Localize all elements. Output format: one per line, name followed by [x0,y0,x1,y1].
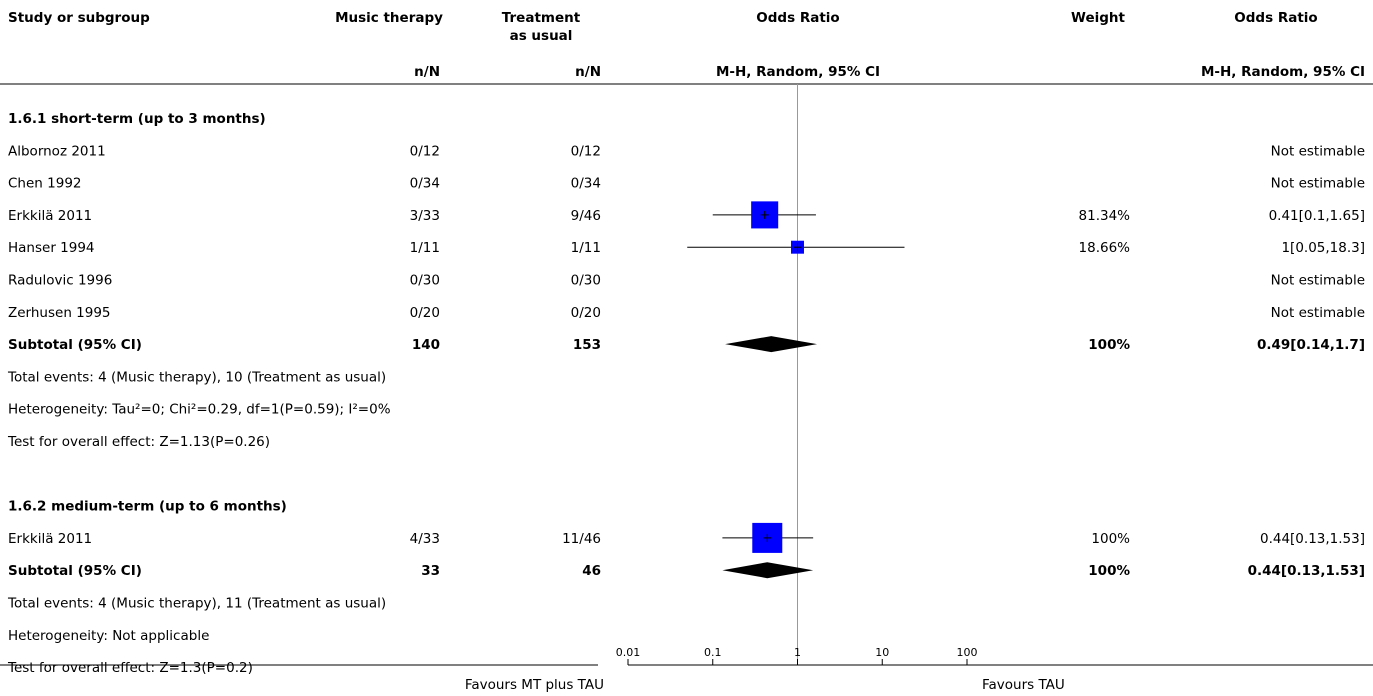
ci-value: 0.49[0.14,1.7] [1257,337,1365,353]
header-odds-ratio-right: Odds Ratio [1234,10,1317,26]
ci-value: 1[0.05,18.3] [1281,240,1365,256]
ctrl-events: 1/11 [571,240,601,256]
axis-tick-label: 0.1 [704,646,722,659]
study-label: Zerhusen 1995 [8,305,111,321]
note-text: Heterogeneity: Not applicable [8,628,209,644]
study-label: Erkkilä 2011 [8,208,92,224]
group-label: 1.6.1 short-term (up to 3 months) [8,111,266,127]
header-music-therapy: Music therapy [335,10,443,26]
header-weight: Weight [1071,10,1125,26]
weight-value: 100% [1088,337,1130,353]
ci-value: Not estimable [1271,176,1365,192]
study-label: Hanser 1994 [8,240,95,256]
note-text: Heterogeneity: Tau²=0; Chi²=0.29, df=1(P… [8,402,391,418]
study-label: Erkkilä 2011 [8,531,92,547]
favours-right-label: Favours TAU [982,677,1065,693]
exp-events: 0/30 [410,273,440,289]
header-or-method: M-H, Random, 95% CI [716,64,880,80]
group-label: 1.6.2 medium-term (up to 6 months) [8,499,287,515]
ctrl-events: 0/12 [571,143,601,159]
exp-events: 3/33 [410,208,440,224]
marks-layer [687,201,905,579]
weight-value: 81.34% [1079,208,1131,224]
ctrl-events: 0/20 [571,305,601,321]
ctrl-events: 0/30 [571,273,601,289]
ci-value: 0.41[0.1,1.65] [1269,208,1365,224]
axis-tick-label: 10 [875,646,889,659]
exp-events: 33 [421,563,440,579]
header-odds-ratio: Odds Ratio [756,10,839,26]
header-exp-nn: n/N [414,64,440,80]
note-text: Total events: 4 (Music therapy), 10 (Tre… [7,369,386,385]
ci-value: Not estimable [1271,273,1365,289]
table-header: Study or subgroup Music therapy Treatmen… [0,10,1373,85]
study-label: Radulovic 1996 [8,273,112,289]
summary-diamond [722,562,814,579]
weight-value: 18.66% [1079,240,1131,256]
favours-left-label: Favours MT plus TAU [465,677,604,693]
ci-value: Not estimable [1271,305,1365,321]
ctrl-events: 46 [582,563,601,579]
summary-diamond [725,336,818,353]
subtotal-label: Subtotal (95% CI) [8,563,142,579]
header-study: Study or subgroup [8,10,150,26]
exp-events: 0/34 [410,176,440,192]
ctrl-events: 11/46 [562,531,601,547]
ctrl-events: 153 [573,337,601,353]
ci-value: 0.44[0.13,1.53] [1248,563,1365,579]
exp-events: 0/12 [410,143,440,159]
header-ctrl-nn: n/N [575,64,601,80]
exp-events: 140 [412,337,440,353]
exp-events: 0/20 [410,305,440,321]
rows-layer: 1.6.1 short-term (up to 3 months) Alborno… [7,111,1365,676]
note-text: Total events: 4 (Music therapy), 11 (Tre… [7,596,386,612]
axis-tick-label: 0.01 [616,646,641,659]
weight-value: 100% [1091,531,1130,547]
note-text: Test for overall effect: Z=1.13(P=0.26) [7,434,270,450]
header-treatment-as-usual-line1: Treatment [502,10,581,26]
subtotal-label: Subtotal (95% CI) [8,337,142,353]
ctrl-events: 0/34 [571,176,601,192]
header-treatment-as-usual-line2: as usual [510,28,573,44]
ctrl-events: 9/46 [571,208,601,224]
x-axis: Favours MT plus TAU Favours TAU 0.01 0.1 1… [0,646,1373,693]
ci-value: Not estimable [1271,143,1365,159]
axis-tick-label: 100 [957,646,978,659]
study-label: Chen 1992 [8,176,82,192]
exp-events: 4/33 [410,531,440,547]
study-label: Albornoz 2011 [8,143,106,159]
axis-tick-label: 1 [794,646,801,659]
exp-events: 1/11 [410,240,440,256]
ci-value: 0.44[0.13,1.53] [1260,531,1365,547]
weight-value: 100% [1088,563,1130,579]
header-or-method-right: M-H, Random, 95% CI [1201,64,1365,80]
note-text: Test for overall effect: Z=1.3(P=0.2) [7,660,253,676]
